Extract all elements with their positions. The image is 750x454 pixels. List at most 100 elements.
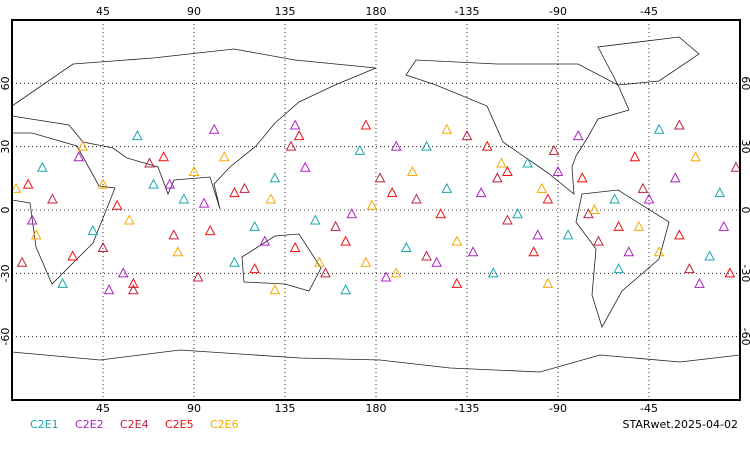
observation-marker (435, 208, 447, 219)
y-tick-label: -30 (0, 264, 12, 282)
observation-marker (310, 214, 321, 225)
x-tick-label: -135 (455, 402, 480, 415)
observation-marker (103, 284, 115, 295)
x-tick-label: 90 (187, 5, 201, 18)
observation-marker (293, 130, 305, 141)
x-tick-label: 90 (187, 402, 201, 415)
observation-marker (320, 267, 331, 278)
observation-marker (576, 172, 588, 183)
observation-marker (229, 256, 240, 267)
observation-marker (117, 267, 129, 278)
observation-marker (421, 250, 432, 261)
observation-marker (390, 267, 402, 278)
observation-marker (249, 263, 260, 274)
observation-marker (390, 140, 402, 151)
observation-marker (674, 229, 685, 240)
observation-marker (684, 263, 695, 274)
legend-entry: C2E4 (120, 418, 149, 431)
south-america (575, 189, 670, 329)
observation-marker (532, 229, 544, 240)
observation-marker (289, 119, 301, 130)
observation-marker (168, 229, 180, 240)
observation-marker (73, 151, 85, 162)
observation-marker (198, 197, 210, 208)
observation-marker (441, 123, 453, 134)
observation-marker (192, 271, 204, 282)
observation-marker (47, 193, 58, 204)
x-tick-label: -90 (549, 402, 567, 415)
observation-marker (451, 235, 463, 246)
y-tick-label: 60 (0, 76, 12, 90)
observation-marker (229, 187, 240, 198)
observation-marker (407, 165, 418, 176)
observation-marker (492, 172, 503, 183)
observation-marker (461, 130, 473, 141)
observation-marker (269, 172, 281, 183)
observation-marker (653, 123, 665, 134)
observation-marker (340, 284, 351, 295)
legend-entry: C2E5 (165, 418, 194, 431)
observation-marker (354, 144, 366, 155)
observation-marker (502, 214, 513, 225)
observation-marker (724, 267, 736, 278)
observation-marker (77, 140, 89, 151)
observation-marker (431, 256, 442, 267)
map-frame (11, 19, 741, 401)
x-tick-label: 135 (275, 402, 296, 415)
observation-marker (481, 140, 493, 151)
observation-marker (629, 151, 641, 162)
observation-marker (674, 119, 685, 130)
observation-marker (637, 182, 649, 193)
observation-marker (653, 246, 665, 257)
x-tick-label: -45 (640, 5, 658, 18)
y-tick-label: 60 (739, 76, 750, 90)
y-tick-label: 30 (0, 140, 12, 154)
observation-marker (285, 140, 297, 151)
observation-marker (609, 193, 620, 204)
antarctica (11, 349, 741, 373)
observation-marker (522, 157, 533, 168)
observation-marker (37, 161, 48, 172)
observation-marker (548, 144, 560, 155)
points (10, 119, 742, 295)
observation-marker (374, 172, 386, 183)
observation-marker (204, 225, 216, 236)
y-tick-label: 30 (739, 140, 750, 154)
observation-marker (249, 220, 260, 231)
observation-marker (128, 277, 139, 288)
observation-marker (643, 193, 655, 204)
observation-marker (633, 220, 645, 231)
observation-marker (340, 235, 351, 246)
observation-marker (704, 250, 715, 261)
observation-marker (67, 250, 78, 261)
observation-marker (16, 256, 28, 267)
observation-marker (467, 246, 479, 257)
observation-marker (259, 235, 271, 246)
observation-marker (10, 182, 22, 193)
observation-marker (158, 151, 169, 162)
observation-marker (22, 178, 34, 189)
observation-marker (562, 229, 574, 240)
observation-marker (475, 187, 487, 198)
observation-marker (718, 220, 730, 231)
observation-marker (178, 193, 190, 204)
africa (11, 132, 116, 285)
x-tick-label: 180 (366, 402, 387, 415)
observation-marker (593, 235, 604, 246)
observation-marker (111, 199, 123, 210)
observation-marker (690, 151, 701, 162)
observation-marker (188, 165, 200, 176)
observation-marker (487, 267, 499, 278)
legend-entry: C2E2 (75, 418, 104, 431)
observation-marker (57, 277, 68, 288)
y-tick-label: -60 (0, 328, 12, 346)
observation-marker (669, 172, 681, 183)
observation-marker (380, 271, 392, 282)
observation-marker (572, 130, 584, 141)
product-label: STARwet.2025-04-02 (622, 418, 738, 431)
observation-marker (123, 214, 135, 225)
observation-marker (730, 161, 742, 172)
observation-marker (512, 208, 523, 219)
observation-marker (589, 203, 600, 214)
